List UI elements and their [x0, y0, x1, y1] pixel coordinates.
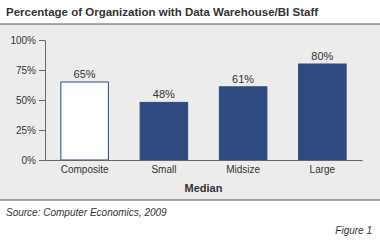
y-tick: 50% [16, 95, 45, 106]
bar [219, 87, 267, 160]
x-tick: Midsize [226, 160, 260, 175]
y-tick-label: 100% [10, 35, 36, 46]
y-tick: 100% [10, 35, 45, 46]
panel-background [0, 24, 380, 200]
rule [0, 200, 380, 201]
y-tick: 75% [16, 65, 45, 76]
x-axis-line [46, 160, 363, 161]
source: Source: Computer Economics, 2009 [6, 207, 167, 218]
y-tick: 25% [16, 125, 45, 136]
rule [0, 24, 380, 25]
x-tick-label: Small [151, 164, 176, 175]
bar [61, 82, 109, 160]
y-tick-mark [39, 160, 45, 161]
y-tick-label: 25% [16, 125, 36, 136]
chart: Percentage of Organization with Data War… [0, 0, 380, 244]
data-label: 61% [232, 73, 254, 85]
data-label: 48% [153, 88, 175, 100]
bar [299, 64, 347, 160]
y-axis-line [45, 41, 46, 161]
x-tick: Large [310, 160, 336, 175]
y-tick-label: 75% [16, 65, 36, 76]
x-tick-label: Midsize [226, 164, 260, 175]
x-tick-label: Large [310, 164, 336, 175]
y-tick-mark [39, 130, 45, 131]
bar [140, 102, 188, 160]
y-tick-mark [39, 100, 45, 101]
data-label: 80% [311, 50, 333, 62]
y-tick: 0% [22, 155, 45, 166]
data-label: 65% [74, 68, 96, 80]
x-tick: Composite [61, 160, 109, 175]
y-tick-label: 50% [16, 95, 36, 106]
title: Percentage of Organization with Data War… [6, 6, 318, 18]
x-axis: Composite Small Midsize Large [46, 160, 363, 175]
bars [61, 64, 346, 160]
x-tick: Small [151, 160, 176, 175]
y-tick-label: 0% [22, 155, 37, 166]
data-labels: 65% 48% 61% 80% [74, 50, 334, 100]
y-tick-mark [39, 70, 45, 71]
figure-label: Figure 1 [335, 225, 372, 236]
x-axis-title: Median [185, 182, 223, 194]
y-axis: 0% 25% 50% 75% 100% [10, 35, 45, 166]
x-tick-label: Composite [61, 164, 109, 175]
y-tick-mark [39, 40, 45, 41]
